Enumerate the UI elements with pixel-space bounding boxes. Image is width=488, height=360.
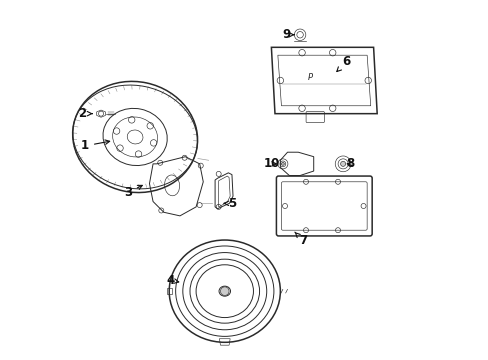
Circle shape xyxy=(340,161,345,166)
Text: 10: 10 xyxy=(263,157,279,170)
Circle shape xyxy=(281,162,284,165)
Circle shape xyxy=(220,287,228,296)
Text: 4: 4 xyxy=(166,274,179,287)
Text: 6: 6 xyxy=(336,55,350,72)
Text: 3: 3 xyxy=(123,185,142,199)
Text: 5: 5 xyxy=(224,197,236,210)
Text: 8: 8 xyxy=(346,157,354,170)
Text: P: P xyxy=(307,73,312,82)
Text: 1: 1 xyxy=(81,139,109,152)
Text: 7: 7 xyxy=(294,232,307,247)
Text: 2: 2 xyxy=(78,107,92,120)
Text: 9: 9 xyxy=(282,28,293,41)
